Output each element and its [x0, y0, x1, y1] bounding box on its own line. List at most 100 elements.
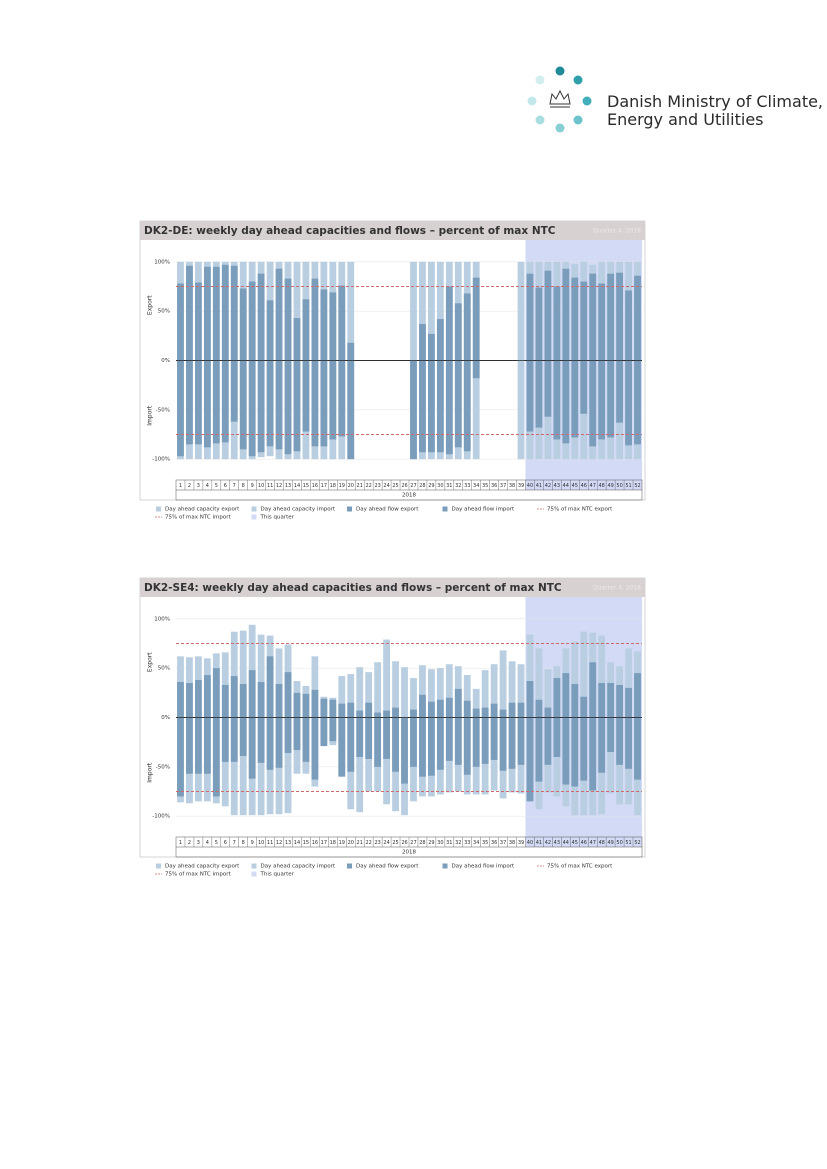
bar — [194, 360, 202, 445]
bar — [607, 717, 615, 794]
x-tick-label: 23 — [374, 840, 380, 846]
x-tick-label: 4 — [206, 840, 209, 846]
bar — [419, 360, 426, 453]
bar — [463, 717, 471, 775]
bar — [177, 360, 184, 457]
x-tick-label: 32 — [455, 840, 461, 846]
x-tick-label: 26 — [401, 483, 407, 489]
bar — [616, 717, 624, 765]
bar — [311, 360, 319, 447]
logo-text: Energy and Utilities — [607, 110, 764, 129]
legend-swatch — [251, 863, 257, 869]
bar — [481, 670, 489, 718]
bar — [177, 717, 184, 797]
bar — [221, 360, 229, 443]
logo: Danish Ministry of Climate, Energy and U… — [527, 66, 823, 133]
bar — [607, 682, 615, 718]
x-axis-label: 2018 — [402, 493, 416, 499]
x-tick-label: 6 — [224, 483, 227, 489]
logo-text: Danish Ministry of Climate, — [607, 92, 823, 111]
bar — [347, 342, 355, 361]
x-tick-label: 25 — [392, 483, 398, 489]
bar — [212, 266, 220, 361]
bar — [553, 360, 561, 440]
bar — [266, 717, 274, 770]
bar — [275, 683, 283, 718]
bar — [598, 717, 606, 773]
bar — [212, 668, 220, 718]
x-tick-label: 24 — [383, 840, 389, 846]
bar — [365, 702, 373, 718]
y-tick-label: 0% — [161, 358, 170, 364]
bar — [436, 319, 444, 361]
bar — [374, 662, 382, 718]
bar — [419, 717, 426, 777]
bar — [454, 717, 462, 765]
legend-label: Day ahead flow import — [452, 507, 516, 513]
bar — [329, 717, 337, 742]
x-tick-label: 5 — [215, 840, 218, 846]
bar — [374, 717, 382, 767]
bar — [535, 287, 543, 361]
bar — [401, 667, 408, 718]
legend-label: Day ahead flow export — [356, 864, 419, 870]
bar — [275, 268, 283, 361]
bar — [347, 702, 355, 718]
x-tick-label: 30 — [437, 483, 443, 489]
bar — [517, 717, 525, 765]
bar — [194, 717, 202, 774]
bar — [499, 717, 507, 771]
x-tick-label: 18 — [330, 483, 336, 489]
bar — [535, 717, 543, 782]
x-tick-label: 20 — [348, 840, 354, 846]
legend-label: 75% of max NTC import — [165, 872, 231, 878]
bar — [436, 261, 444, 361]
legend-swatch — [442, 506, 448, 512]
bar — [589, 360, 597, 447]
x-tick-label: 19 — [339, 483, 345, 489]
legend-label: Day ahead flow import — [452, 864, 516, 870]
bar — [186, 360, 193, 445]
bar — [392, 707, 399, 718]
x-tick-label: 30 — [437, 840, 443, 846]
chart: DK2-SE4: weekly day ahead capacities and… — [139, 577, 646, 878]
bar — [311, 717, 319, 780]
bar — [436, 668, 444, 718]
bar — [427, 360, 435, 453]
bar — [544, 717, 552, 765]
bar — [634, 717, 641, 780]
x-tick-label: 14 — [294, 840, 300, 846]
bar — [311, 689, 319, 718]
bar — [221, 684, 229, 718]
legend-label: 75% of max NTC export — [547, 507, 613, 513]
x-tick-label: 42 — [545, 840, 551, 846]
bar — [302, 299, 310, 361]
x-tick-label: 9 — [251, 483, 254, 489]
bar — [481, 707, 489, 718]
y-tick-label: 0% — [161, 715, 170, 721]
bar — [186, 265, 193, 361]
x-tick-label: 8 — [242, 483, 245, 489]
bar — [347, 717, 355, 772]
y-tick-label: 100% — [154, 616, 170, 622]
bar — [284, 717, 292, 814]
x-tick-label: 3 — [197, 483, 200, 489]
x-tick-label: 5 — [215, 483, 218, 489]
bar — [177, 681, 184, 718]
bar — [248, 670, 256, 718]
bar — [499, 650, 507, 718]
x-tick-label: 27 — [410, 840, 416, 846]
bar — [203, 360, 211, 448]
bar — [445, 717, 453, 761]
x-tick-label: 15 — [303, 840, 309, 846]
bar — [580, 717, 588, 781]
x-tick-label: 36 — [491, 483, 497, 489]
bar — [625, 717, 632, 769]
x-tick-label: 11 — [267, 840, 273, 846]
legend-swatch — [251, 506, 257, 512]
x-tick-label: 50 — [616, 483, 622, 489]
bar — [481, 717, 489, 764]
legend-label: This quarter — [260, 515, 295, 521]
bar — [257, 634, 265, 718]
